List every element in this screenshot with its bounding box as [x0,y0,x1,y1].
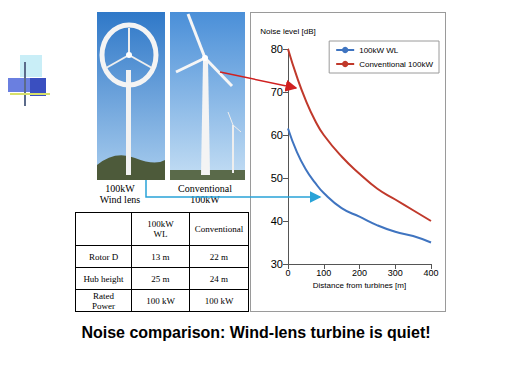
html-text:25 m: 25 m [151,273,170,284]
svg-text:50: 50 [271,172,283,184]
svg-text:100: 100 [316,268,331,278]
svg-text:0: 0 [285,268,290,278]
html-text:100kW: 100kW [105,183,135,194]
html-text:Conventional: Conventional [194,224,244,234]
html-text:Hub height: Hub height [83,273,124,284]
svg-text:Conventional 100kW: Conventional 100kW [359,60,433,69]
svg-text:400: 400 [423,268,438,278]
svg-text:300: 300 [388,268,403,278]
svg-text:60: 60 [271,129,283,141]
svg-text:200: 200 [352,268,367,278]
svg-text:Noise level [dB]: Noise level [dB] [260,27,316,36]
html-text:Wind lens: Wind lens [99,194,141,205]
html-text:100 kW: 100 kW [204,295,234,306]
html-text:Conventional: Conventional [178,183,232,194]
html-text:100kW: 100kW [190,194,220,205]
html-text:22 m: 22 m [209,251,229,262]
svg-text:100kW WL: 100kW WL [359,46,399,55]
html-text:Rated: Rated [93,290,114,301]
svg-text:40: 40 [271,215,283,227]
svg-text:70: 70 [271,86,283,98]
svg-text:30: 30 [271,258,283,270]
html-text:Rotor D: Rotor D [88,251,119,262]
svg-text:Distance from turbines [m]: Distance from turbines [m] [313,281,406,290]
html-text:13 m: 13 m [151,251,170,262]
svg-text:80: 80 [271,43,283,55]
html-text:100 kW: 100 kW [146,295,175,306]
html-text:24 m: 24 m [209,273,229,284]
html-text:Noise comparison: Wind-lens tu: Noise comparison: Wind-lens turbine is q… [81,324,431,341]
html-text:100kW: 100kW [147,219,174,229]
html-text:WL: WL [153,229,168,239]
html-text:Power: Power [92,300,115,311]
